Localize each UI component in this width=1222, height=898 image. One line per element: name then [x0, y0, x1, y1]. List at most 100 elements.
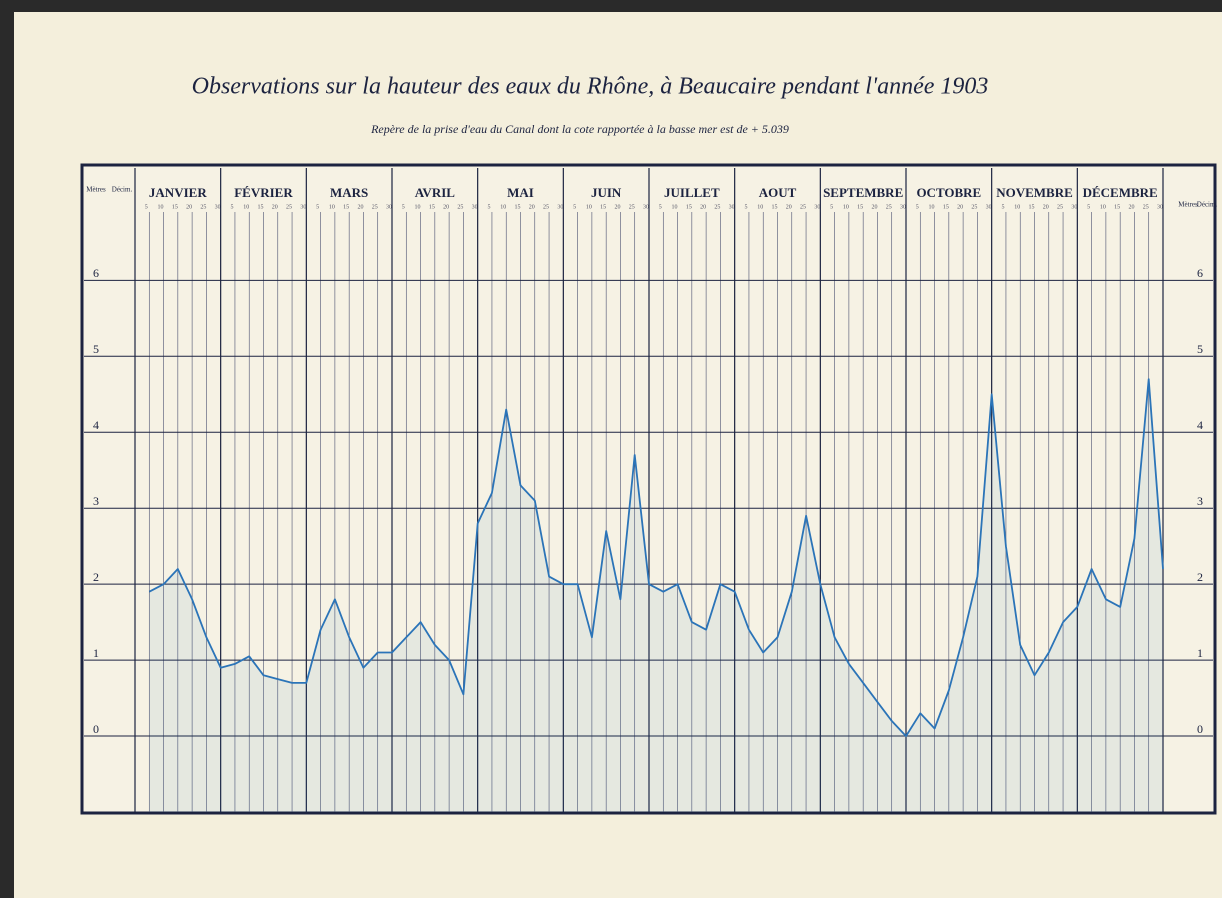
month-label: OCTOBRE — [916, 185, 981, 200]
day-tick-label: 20 — [186, 204, 192, 210]
y-tick-label: 0 — [93, 722, 99, 736]
day-tick-label: 5 — [230, 204, 233, 210]
day-tick-label: 10 — [843, 204, 849, 210]
day-tick-label: 10 — [672, 204, 678, 210]
day-tick-label: 10 — [500, 204, 506, 210]
day-tick-label: 5 — [402, 204, 405, 210]
day-tick-label: 15 — [343, 204, 349, 210]
area — [149, 379, 1163, 812]
y-tick-label: 5 — [93, 342, 99, 356]
day-tick-label: 10 — [158, 204, 164, 210]
day-tick-label: 10 — [929, 204, 935, 210]
day-tick-label: 5 — [487, 204, 490, 210]
day-tick-label: 5 — [1087, 204, 1090, 210]
month-label: JUILLET — [664, 185, 720, 200]
day-tick-label: 25 — [971, 204, 977, 210]
day-tick-label: 30 — [643, 204, 649, 210]
day-tick-label: 30 — [729, 204, 735, 210]
y-tick-label: 4 — [93, 418, 99, 432]
chart-subtitle: Repère de la prise d'eau du Canal dont l… — [370, 122, 789, 136]
y-tick-label: 1 — [93, 646, 99, 660]
day-tick-label: 30 — [1157, 204, 1163, 210]
day-tick-label: 10 — [243, 204, 249, 210]
day-tick-label: 10 — [415, 204, 421, 210]
day-tick-label: 25 — [543, 204, 549, 210]
day-tick-label: 30 — [557, 204, 563, 210]
water-level-line — [148, 378, 1164, 737]
day-tick-label: 20 — [272, 204, 278, 210]
y-tick-label: 6 — [93, 266, 99, 280]
month-label: JANVIER — [149, 185, 207, 200]
day-tick-label: 30 — [814, 204, 820, 210]
day-tick-label: 15 — [429, 204, 435, 210]
day-tick-label: 10 — [586, 204, 592, 210]
day-tick-label: 15 — [943, 204, 949, 210]
day-tick-label: 15 — [1029, 204, 1035, 210]
day-tick-label: 5 — [916, 204, 919, 210]
day-tick-label: 5 — [659, 204, 662, 210]
month-label: MAI — [507, 185, 534, 200]
day-tick-label: 30 — [300, 204, 306, 210]
day-tick-label: 15 — [515, 204, 521, 210]
day-tick-label: 20 — [786, 204, 792, 210]
day-tick-label: 30 — [386, 204, 392, 210]
month-label: AOUT — [759, 185, 797, 200]
day-tick-label: 15 — [172, 204, 178, 210]
day-tick-label: 15 — [686, 204, 692, 210]
day-tick-label: 15 — [857, 204, 863, 210]
day-tick-label: 10 — [1014, 204, 1020, 210]
y2-axis-label: Mètres — [1178, 201, 1198, 209]
day-tick-label: 25 — [372, 204, 378, 210]
day-tick-label: 20 — [357, 204, 363, 210]
y-axis-label: Mètres — [86, 186, 106, 194]
day-tick-label: 20 — [1128, 204, 1134, 210]
day-tick-label: 20 — [700, 204, 706, 210]
y2-tick-label: 2 — [1197, 570, 1203, 584]
day-tick-label: 10 — [329, 204, 335, 210]
day-tick-label: 15 — [772, 204, 778, 210]
month-label: SEPTEMBRE — [823, 185, 903, 200]
day-tick-label: 20 — [957, 204, 963, 210]
chart-title: Observations sur la hauteur des eaux du … — [192, 74, 989, 100]
day-tick-label: 25 — [457, 204, 463, 210]
y2-tick-label: 1 — [1197, 646, 1203, 660]
day-tick-label: 5 — [316, 204, 319, 210]
day-tick-label: 30 — [472, 204, 478, 210]
day-tick-label: 30 — [215, 204, 221, 210]
day-tick-label: 20 — [1043, 204, 1049, 210]
day-tick-label: 20 — [871, 204, 877, 210]
day-tick-label: 25 — [1057, 204, 1063, 210]
day-tick-label: 5 — [1001, 204, 1004, 210]
y-tick-label: 3 — [93, 494, 99, 508]
day-tick-label: 10 — [757, 204, 763, 210]
day-tick-label: 25 — [200, 204, 206, 210]
day-tick-label: 20 — [529, 204, 535, 210]
y2-tick-label: 4 — [1197, 418, 1203, 432]
day-tick-label: 5 — [744, 204, 747, 210]
day-tick-label: 30 — [1071, 204, 1077, 210]
day-tick-label: 5 — [573, 204, 576, 210]
month-label: JUIN — [591, 185, 622, 200]
day-tick-label: 20 — [614, 204, 620, 210]
month-label: NOVEMBRE — [996, 185, 1073, 200]
day-tick-label: 25 — [714, 204, 720, 210]
day-tick-label: 15 — [258, 204, 264, 210]
y2-tick-label: 6 — [1197, 266, 1203, 280]
month-label: DÉCEMBRE — [1083, 185, 1158, 200]
y2-tick-label: 0 — [1197, 722, 1203, 736]
day-tick-label: 10 — [1100, 204, 1106, 210]
month-label: FÉVRIER — [234, 185, 293, 200]
day-tick-label: 15 — [600, 204, 606, 210]
day-tick-label: 25 — [800, 204, 806, 210]
day-tick-label: 5 — [830, 204, 833, 210]
month-label: AVRIL — [415, 185, 456, 200]
y-tick-label: 2 — [93, 570, 99, 584]
y-axis-sublabel: Décim. — [112, 186, 133, 194]
y2-axis-sublabel: Décim. — [1197, 201, 1218, 209]
day-tick-label: 25 — [629, 204, 635, 210]
y2-tick-label: 3 — [1197, 494, 1203, 508]
day-tick-label: 25 — [1143, 204, 1149, 210]
day-tick-label: 25 — [286, 204, 292, 210]
